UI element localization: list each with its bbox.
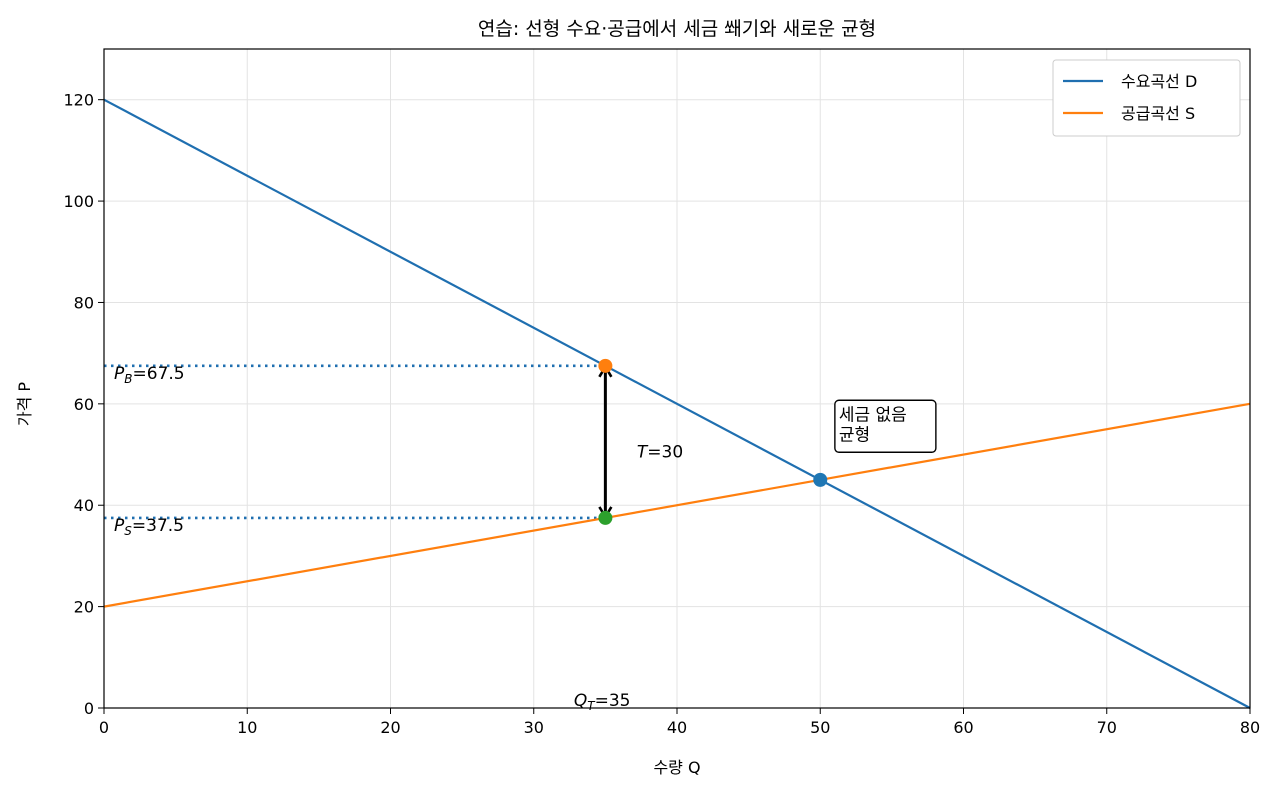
tax-label: T=30 <box>637 442 683 462</box>
x-tick-label: 0 <box>99 718 109 737</box>
legend: 수요곡선 D 공급곡선 S <box>1052 59 1241 137</box>
grid-lines <box>103 49 1251 709</box>
x-tick-label: 10 <box>237 718 257 737</box>
y-tick-label: 20 <box>74 598 94 617</box>
y-tick-label: 120 <box>63 91 94 110</box>
y-tick-label: 80 <box>74 293 94 312</box>
y-tick-label: 100 <box>63 192 94 211</box>
x-axis-label: 수량 Q <box>653 758 700 777</box>
qt-label: QT=35 <box>574 691 631 713</box>
x-tick-label: 80 <box>1240 718 1260 737</box>
y-tick-label: 0 <box>84 699 94 718</box>
x-tick-label: 20 <box>380 718 400 737</box>
ps-label: PS=37.5 <box>114 516 184 538</box>
y-tick-label: 40 <box>74 496 94 515</box>
pb-label: PB=67.5 <box>114 364 185 386</box>
y-tick-label: 60 <box>74 395 94 414</box>
axis-ticks: 0 10 20 30 40 50 60 70 80 0 20 40 60 80 100 120 <box>63 91 1260 737</box>
series-lines <box>103 98 1251 709</box>
equilibrium-point <box>598 510 613 525</box>
price-guide-lines <box>104 364 606 520</box>
tax-wedge-arrow <box>598 364 613 520</box>
legend-box <box>1052 59 1241 137</box>
equilibrium-points <box>598 358 828 525</box>
no-tax-box-line: 균형 <box>839 425 870 445</box>
x-tick-label: 70 <box>1097 718 1117 737</box>
no-tax-box <box>834 399 937 453</box>
x-tick-label: 60 <box>953 718 973 737</box>
legend-entry: 공급곡선 S <box>1121 104 1195 123</box>
x-tick-label: 40 <box>667 718 687 737</box>
x-tick-label: 30 <box>524 718 544 737</box>
equilibrium-point <box>598 358 613 373</box>
series-line <box>103 98 1251 709</box>
y-axis-label: 가격 P <box>15 382 34 427</box>
legend-entry: 수요곡선 D <box>1121 72 1197 91</box>
series-line <box>103 402 1251 608</box>
no-tax-box-line: 세금 없음 <box>839 405 907 425</box>
chart-title: 연습: 선형 수요·공급에서 세금 쐐기와 새로운 균형 <box>478 18 876 40</box>
x-tick-label: 50 <box>810 718 830 737</box>
equilibrium-point <box>813 472 828 487</box>
